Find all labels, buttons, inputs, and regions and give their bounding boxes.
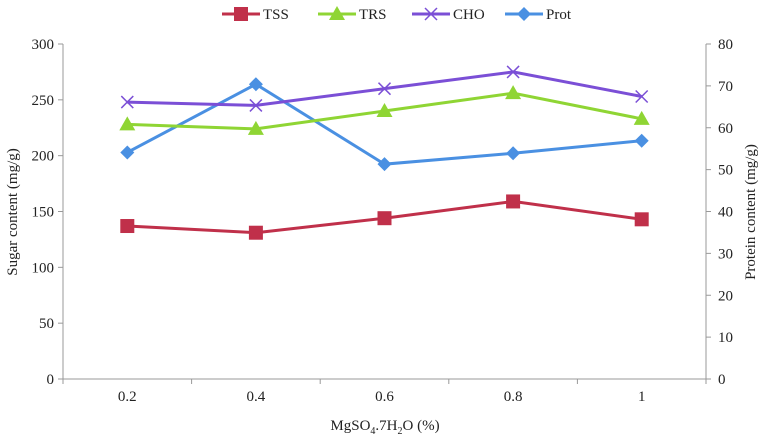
diamond-marker xyxy=(634,133,649,148)
legend-label: Prot xyxy=(546,7,572,23)
x-marker xyxy=(120,95,134,109)
y2-tick-label: 50 xyxy=(718,163,733,179)
y2-tick-label: 20 xyxy=(718,288,733,304)
x-tick-label: 0.8 xyxy=(504,389,523,405)
square-marker xyxy=(377,211,392,226)
triangle-marker xyxy=(329,6,345,20)
series-trs xyxy=(119,85,650,135)
x-tick-label: 0.4 xyxy=(247,389,266,405)
x-axis-label: MgSO4.7H2O (%) xyxy=(330,418,439,437)
legend-label: CHO xyxy=(453,7,485,23)
legend-label: TRS xyxy=(359,7,387,23)
series-prot xyxy=(120,77,649,172)
y-tick-label: 300 xyxy=(32,37,55,53)
series-cho xyxy=(120,65,649,112)
x-marker xyxy=(506,65,520,79)
y-tick-label: 0 xyxy=(47,372,55,388)
diamond-marker xyxy=(517,7,531,21)
y2-tick-label: 80 xyxy=(718,37,733,53)
legend: TSS TRS CHO Prot xyxy=(222,6,572,23)
legend-item-tss: TSS xyxy=(222,7,289,23)
series-line xyxy=(126,82,642,166)
square-marker xyxy=(234,7,248,21)
triangle-marker xyxy=(376,103,393,117)
diamond-marker xyxy=(377,157,392,172)
y-tick-label: 50 xyxy=(39,316,54,332)
square-marker xyxy=(634,212,649,227)
diamond-marker xyxy=(506,146,521,161)
y-tick-label: 100 xyxy=(32,260,55,276)
diamond-marker xyxy=(120,145,135,160)
y2-tick-label: 10 xyxy=(718,330,733,346)
y2-tick-label: 0 xyxy=(718,372,726,388)
series-tss xyxy=(120,194,649,240)
square-marker xyxy=(248,225,263,240)
x-tick-label: 0.6 xyxy=(375,389,394,405)
square-marker xyxy=(506,194,521,209)
x-tick-label: 0.2 xyxy=(118,389,137,405)
triangle-marker xyxy=(247,120,264,135)
y2-axis-label: Protein content (mg/g) xyxy=(743,144,759,280)
y-tick-label: 250 xyxy=(32,93,55,109)
square-marker xyxy=(120,219,135,234)
triangle-marker xyxy=(119,116,136,131)
diamond-marker xyxy=(248,77,263,92)
x-marker xyxy=(249,98,263,112)
x-tick-label: 1 xyxy=(638,389,646,405)
legend-item-cho: CHO xyxy=(412,7,485,23)
legend-item-trs: TRS xyxy=(318,6,387,23)
legend-item-prot: Prot xyxy=(505,7,572,23)
x-marker xyxy=(635,89,649,104)
y2-tick-label: 60 xyxy=(718,121,733,137)
triangle-marker xyxy=(633,110,650,125)
y2-tick-label: 30 xyxy=(718,246,733,262)
y-axis-label: Sugar content (mg/g) xyxy=(5,148,21,275)
y2-tick-label: 40 xyxy=(718,205,733,221)
legend-label: TSS xyxy=(263,7,289,23)
x-marker xyxy=(377,82,392,96)
triangle-marker xyxy=(505,85,522,100)
y-tick-label: 150 xyxy=(32,205,55,221)
y2-tick-label: 70 xyxy=(718,79,733,95)
y-tick-label: 200 xyxy=(32,149,55,165)
x-marker xyxy=(424,7,438,21)
